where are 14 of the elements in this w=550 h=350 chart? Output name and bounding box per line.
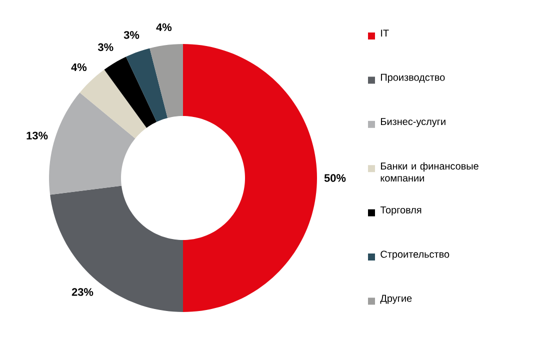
legend-label: Торговля <box>380 206 422 216</box>
data-label: 4% <box>156 23 172 32</box>
data-label: 23% <box>72 288 94 296</box>
data-label: 13% <box>26 132 48 140</box>
data-label: 4% <box>71 63 87 72</box>
data-label: 3% <box>124 31 140 39</box>
legend-label: Бизнес-услуги <box>381 118 446 128</box>
legend-label: IT <box>381 30 389 37</box>
legend-label: Другие <box>380 294 412 304</box>
legend-label: Производство <box>381 74 445 83</box>
data-label: 50% <box>324 174 346 182</box>
legend-label: Строительство <box>380 250 450 260</box>
legend-label: Банки и финансовые компании <box>380 162 478 182</box>
data-label: 3% <box>98 43 114 52</box>
